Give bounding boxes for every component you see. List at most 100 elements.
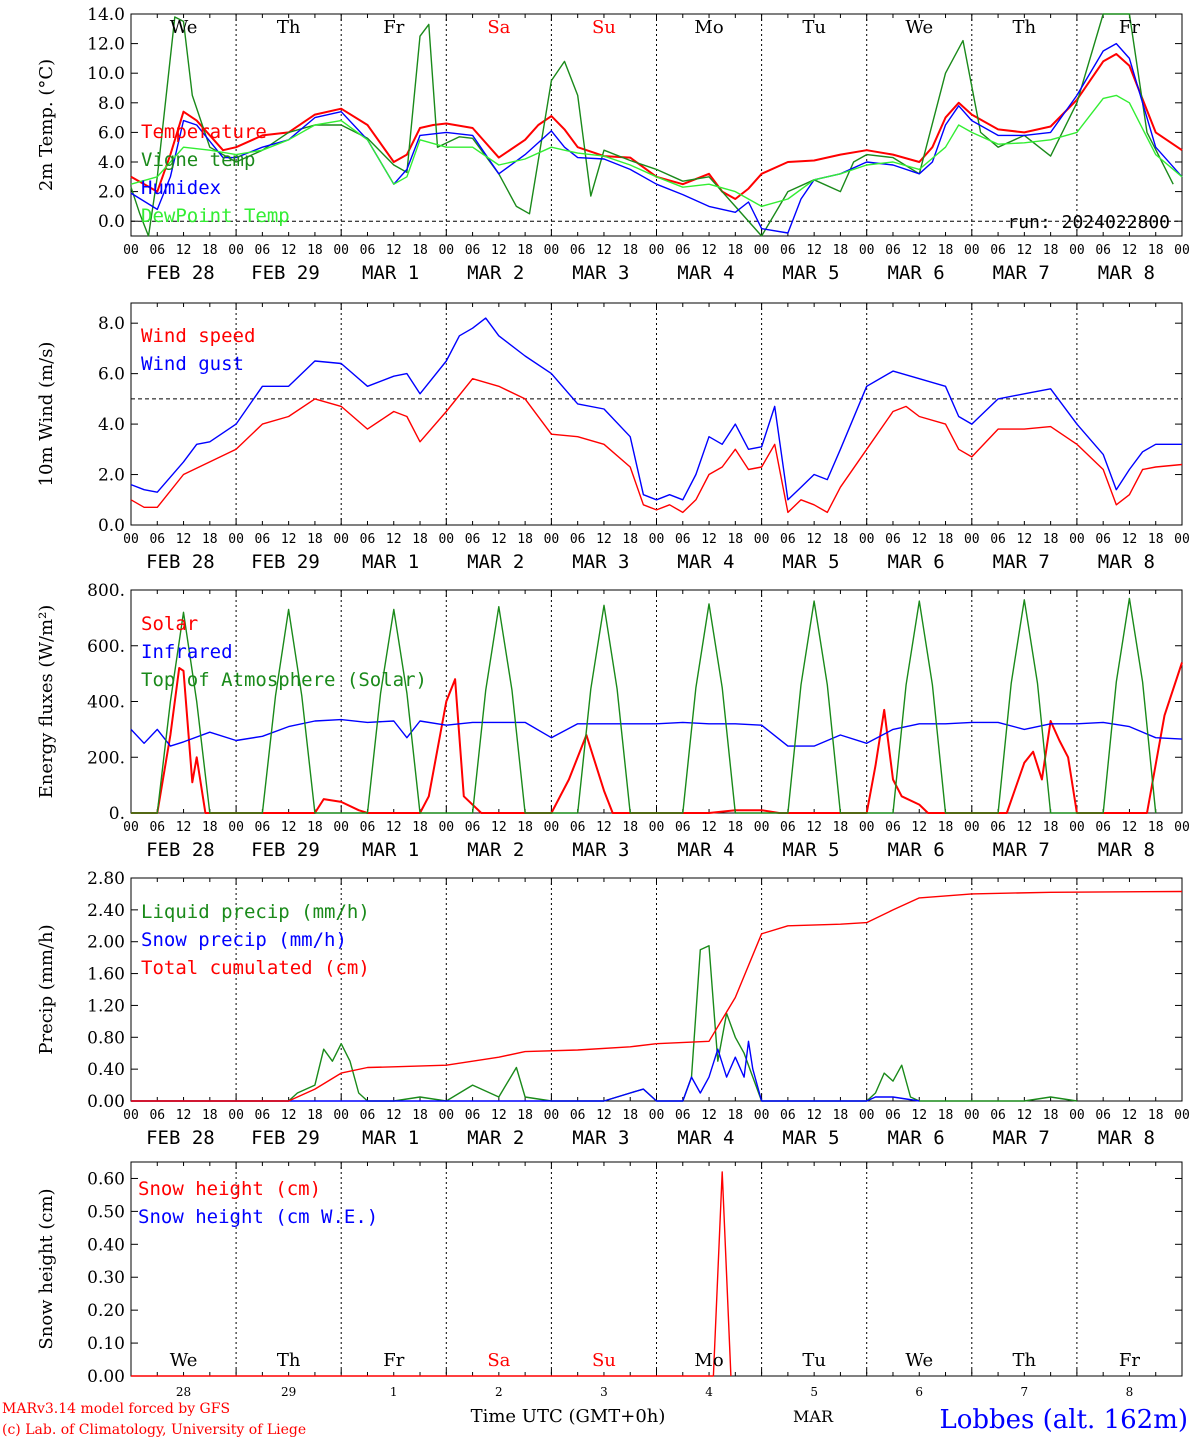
hour-tick-label: 00 (754, 1108, 770, 1123)
hour-tick-label: 18 (307, 243, 323, 258)
date-label: FEB 29 (251, 262, 320, 284)
hour-tick-label: 18 (517, 820, 533, 835)
y-tick-label: 0.40 (87, 1235, 125, 1255)
hour-tick-label: 12 (701, 820, 717, 835)
hour-tick-label: 12 (1122, 820, 1138, 835)
hour-tick-label: 00 (859, 820, 875, 835)
hour-tick-label: 12 (281, 820, 297, 835)
hour-tick-label: 06 (360, 243, 376, 258)
legend-entry: Vigne temp (141, 149, 255, 171)
hour-tick-label: 00 (123, 532, 139, 547)
hour-tick-label: 12 (701, 1108, 717, 1123)
hour-tick-label: 18 (202, 532, 218, 547)
hour-tick-label: 18 (517, 532, 533, 547)
date-label: MAR 7 (993, 1127, 1050, 1149)
hour-tick-label: 12 (386, 820, 402, 835)
hour-tick-label: 12 (1122, 243, 1138, 258)
hour-tick-label: 18 (833, 820, 849, 835)
date-label: FEB 29 (251, 839, 320, 861)
legend-entry: Infrared (141, 641, 233, 663)
hour-tick-label: 00 (754, 820, 770, 835)
date-label: MAR 2 (467, 262, 524, 284)
weekday-label: Sa (487, 17, 510, 38)
hour-tick-label: 00 (859, 243, 875, 258)
y-tick-label: 4.0 (98, 415, 125, 435)
date-label: MAR 7 (993, 262, 1050, 284)
weekday-label: We (170, 1350, 198, 1371)
y-tick-label: 0.10 (87, 1334, 125, 1354)
hour-tick-label: 12 (911, 820, 927, 835)
hour-tick-label: 00 (544, 532, 560, 547)
y-tick-label: 600. (87, 637, 125, 657)
hour-tick-label: 00 (754, 243, 770, 258)
hour-tick-label: 06 (1095, 243, 1111, 258)
hour-tick-label: 12 (386, 1108, 402, 1123)
hour-tick-label: 00 (1174, 243, 1190, 258)
hour-tick-label: 18 (938, 532, 954, 547)
y-tick-label: 0.00 (87, 1092, 125, 1112)
hour-tick-label: 18 (622, 532, 638, 547)
hour-tick-label: 18 (1043, 820, 1059, 835)
date-label: MAR 1 (362, 262, 419, 284)
hour-tick-label: 00 (964, 532, 980, 547)
day-number-label: 4 (705, 1385, 713, 1399)
hour-tick-label: 00 (333, 820, 349, 835)
date-label: FEB 28 (146, 839, 215, 861)
weekday-label: Th (277, 1350, 301, 1371)
hour-tick-label: 12 (1017, 1108, 1033, 1123)
date-label: MAR 4 (677, 551, 734, 573)
hour-tick-label: 00 (1069, 532, 1085, 547)
weekday-label: We (905, 17, 933, 38)
date-label: MAR 6 (887, 262, 944, 284)
y-tick-label: 0. (109, 804, 125, 824)
legend-entry: Snow height (cm W.E.) (138, 1206, 378, 1228)
hour-tick-label: 00 (544, 243, 560, 258)
hour-tick-label: 00 (438, 820, 454, 835)
y-tick-label: 0.0 (98, 212, 125, 232)
date-label: MAR 5 (782, 551, 839, 573)
y-tick-label: 0.60 (87, 1169, 125, 1189)
date-label: MAR 6 (887, 839, 944, 861)
hour-tick-label: 06 (465, 243, 481, 258)
hour-tick-label: 06 (675, 243, 691, 258)
series-line-total-cumulated-cm- (131, 890, 1183, 1102)
hour-tick-label: 18 (833, 1108, 849, 1123)
hour-tick-label: 06 (149, 532, 165, 547)
y-tick-label: 0.0 (98, 516, 125, 536)
y-tick-label: 12.0 (87, 35, 125, 55)
legend-entry: Wind speed (141, 325, 255, 347)
hour-tick-label: 18 (1148, 532, 1164, 547)
hour-tick-label: 06 (360, 532, 376, 547)
hour-tick-label: 06 (570, 243, 586, 258)
hour-tick-label: 12 (281, 532, 297, 547)
hour-tick-label: 00 (228, 820, 244, 835)
date-label: MAR 5 (782, 1127, 839, 1149)
hour-tick-label: 06 (1095, 1108, 1111, 1123)
y-tick-label: 2.0 (98, 183, 125, 203)
hour-tick-label: 12 (911, 532, 927, 547)
hour-tick-label: 00 (1069, 820, 1085, 835)
y-tick-label: 6.0 (98, 365, 125, 385)
legend-entry: Solar (141, 613, 198, 635)
y-tick-label: 0.80 (87, 1028, 125, 1048)
hour-tick-label: 06 (1095, 532, 1111, 547)
hour-tick-label: 18 (727, 243, 743, 258)
hour-tick-label: 06 (990, 820, 1006, 835)
y-tick-label: 800. (87, 581, 125, 601)
day-number-label: 1 (390, 1385, 398, 1399)
y-tick-label: 8.0 (98, 94, 125, 114)
hour-tick-label: 06 (149, 243, 165, 258)
hour-tick-label: 18 (412, 532, 428, 547)
hour-tick-label: 00 (333, 243, 349, 258)
hour-tick-label: 12 (386, 243, 402, 258)
date-label: MAR 8 (1098, 839, 1155, 861)
weekday-label: Fr (383, 1350, 404, 1371)
hour-tick-label: 06 (780, 1108, 796, 1123)
hour-tick-label: 18 (307, 820, 323, 835)
hour-tick-label: 12 (806, 820, 822, 835)
y-tick-label: 6.0 (98, 123, 125, 143)
day-number-label: 28 (176, 1385, 191, 1399)
date-label: MAR 4 (677, 262, 734, 284)
y-tick-label: 0.00 (87, 1367, 125, 1387)
hour-tick-label: 00 (649, 532, 665, 547)
